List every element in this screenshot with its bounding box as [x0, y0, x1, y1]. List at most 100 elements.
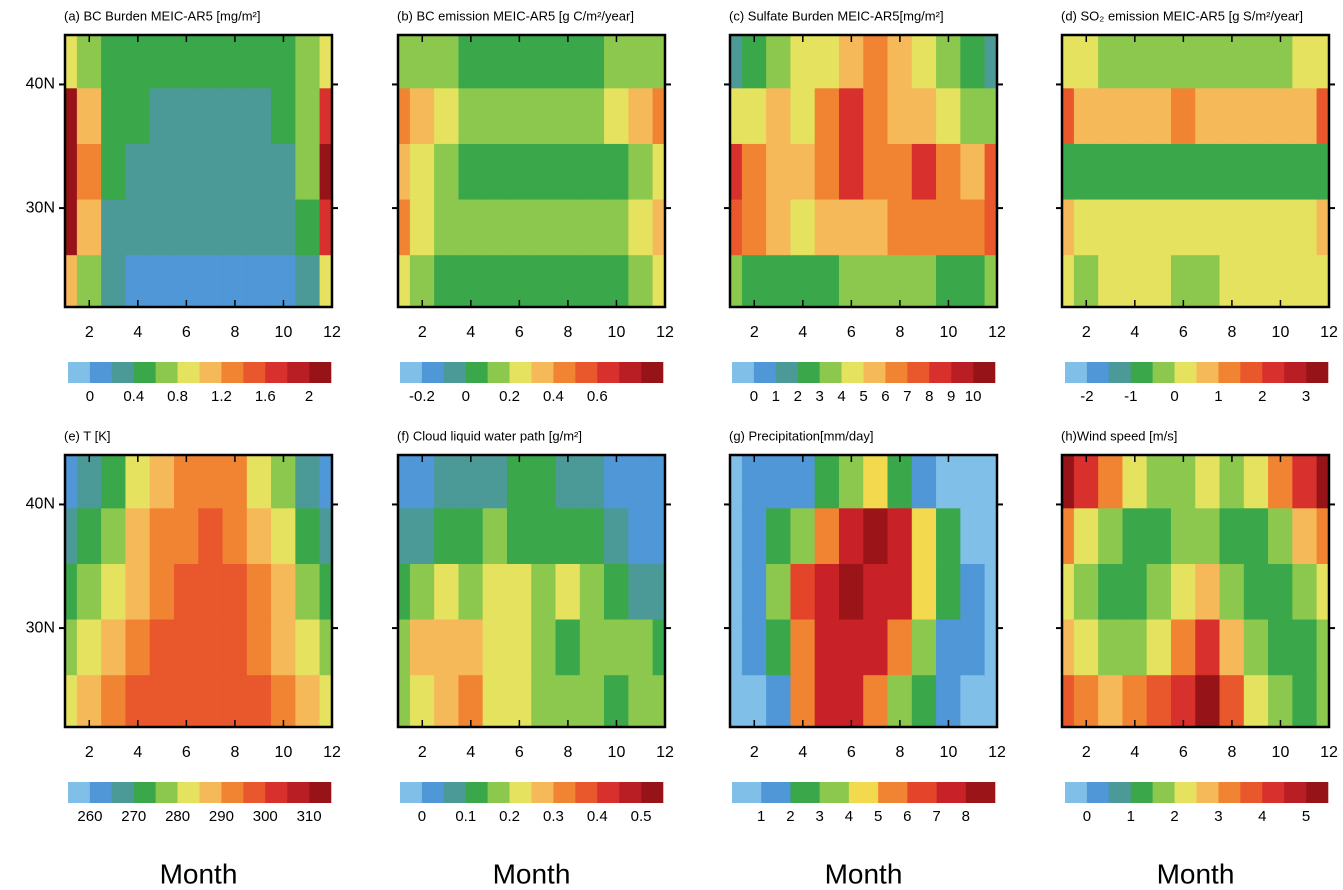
contour-cell	[319, 455, 332, 509]
contour-cell	[319, 618, 332, 676]
contour-cell	[1098, 507, 1124, 564]
contour-cell	[482, 455, 508, 509]
contour-cell	[295, 35, 321, 89]
x-tick-label: 10	[1272, 324, 1290, 341]
contour-cell	[652, 674, 665, 727]
contour-cell	[149, 507, 175, 564]
contour-cell	[101, 35, 127, 89]
colorbar-tick-label: 270	[121, 808, 146, 825]
contour-cell	[1195, 198, 1221, 256]
contour-cell	[125, 87, 151, 144]
colorbar-box	[885, 362, 908, 383]
colorbar-box	[936, 782, 967, 803]
colorbar-box	[597, 782, 620, 803]
contour-cell	[1073, 562, 1100, 620]
contour-cell	[838, 198, 865, 256]
colorbar-tick-label: 0.4	[123, 388, 144, 405]
colorbar-box	[790, 782, 820, 803]
colorbar-tick-label: 2	[1170, 808, 1178, 825]
contour-cell	[604, 507, 630, 564]
contour-cell	[1316, 142, 1329, 200]
contour-cell	[960, 507, 986, 564]
contour-cell	[1219, 507, 1245, 564]
colorbar-tick-label: 1	[757, 808, 765, 825]
contour-cell	[579, 142, 606, 200]
contour-cell	[319, 674, 332, 727]
contour-cell	[555, 35, 581, 89]
contour-cell	[838, 87, 865, 144]
contour-cell	[887, 35, 913, 89]
contour-cell	[1062, 618, 1075, 676]
contour-cell	[458, 35, 484, 89]
contour-cell	[173, 87, 200, 144]
contour-cell	[1170, 618, 1197, 676]
contour-cell	[1146, 87, 1172, 144]
contour-cell	[936, 674, 962, 727]
contour-cell	[863, 87, 889, 144]
x-tick-label: 4	[133, 744, 142, 761]
contour-cell	[911, 198, 938, 256]
colorbar-tick-label: 290	[209, 808, 234, 825]
x-tick-label: 4	[798, 324, 807, 341]
contour-cell	[936, 618, 962, 676]
contour-cell	[628, 35, 654, 89]
contour-cell	[76, 198, 103, 256]
contour-cell	[409, 618, 436, 676]
contour-cell	[482, 507, 508, 564]
contour-cell	[319, 507, 332, 564]
contour-cell	[1146, 142, 1172, 200]
contour-cell	[730, 254, 743, 307]
contour-cell	[1268, 507, 1294, 564]
contour-cell	[555, 618, 581, 676]
contour-cell	[1268, 618, 1294, 676]
contour-cell	[1170, 455, 1197, 509]
contour-cell	[1122, 35, 1148, 89]
contour-cell	[1146, 455, 1172, 509]
field	[730, 35, 997, 307]
x-tick-label: 4	[466, 324, 475, 341]
contour-cell	[790, 507, 816, 564]
contour-cell	[604, 198, 630, 256]
colorbar-box	[1262, 782, 1285, 803]
colorbar-box	[111, 782, 135, 803]
contour-cell	[741, 254, 768, 307]
contour-cell	[1243, 562, 1270, 620]
colorbar-box	[973, 362, 996, 383]
contour-cell	[173, 674, 200, 727]
colorbar-tick-label: 2	[794, 388, 802, 405]
colorbar-tick-label: 3	[815, 808, 823, 825]
contour-cell	[101, 455, 127, 509]
colorbar-box	[965, 782, 996, 803]
contour-cell	[125, 455, 151, 509]
x-tick-label: 4	[466, 744, 475, 761]
colorbar-box	[265, 782, 288, 803]
contour-cell	[814, 87, 840, 144]
contour-cell	[458, 142, 484, 200]
panel: (b) BC emission MEIC-AR5 [g C/m²/year] 2 4…	[392, 8, 674, 405]
contour-cell	[790, 674, 816, 727]
contour-cell	[65, 254, 78, 307]
colorbar-box	[1152, 782, 1175, 803]
contour-cell	[741, 507, 768, 564]
contour-cell	[149, 455, 175, 509]
contour-cell	[1219, 455, 1245, 509]
contour-cell	[531, 142, 557, 200]
contour-cell	[1219, 674, 1245, 727]
y-tick-label: 40N	[26, 496, 55, 513]
colorbar-tick-label: 3	[1214, 808, 1222, 825]
contour-cell	[790, 35, 816, 89]
contour-cell	[604, 455, 630, 509]
x-tick-label: 8	[1227, 744, 1236, 761]
contour-cell	[1195, 35, 1221, 89]
contour-cell	[398, 87, 411, 144]
x-tick-label: 6	[515, 744, 524, 761]
contour-cell	[887, 455, 913, 509]
contour-cell	[458, 507, 484, 564]
colorbar-box	[509, 782, 532, 803]
colorbar-tick-label: 0.8	[167, 388, 188, 405]
contour-cell	[246, 142, 273, 200]
x-tick-label: 2	[750, 744, 759, 761]
contour-cell	[960, 562, 986, 620]
x-axis-label: Month	[1157, 858, 1235, 889]
panel: (d) SO₂ emission MEIC-AR5 [g S/m²/year] 2…	[1056, 8, 1338, 405]
